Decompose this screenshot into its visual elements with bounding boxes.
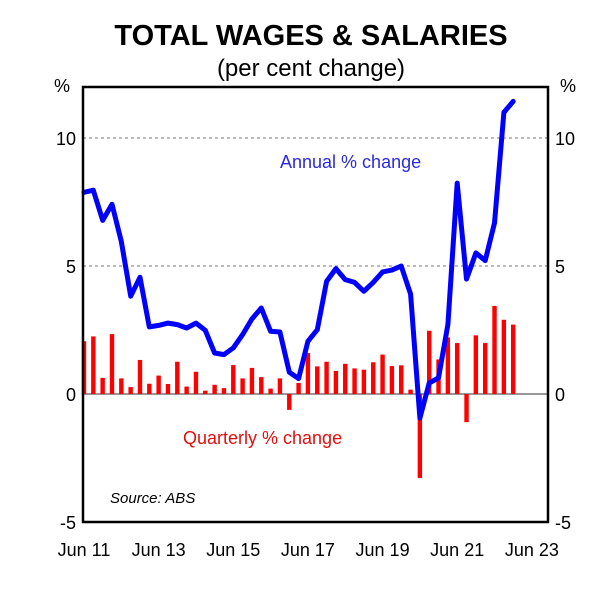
quarterly-bar (492, 305, 497, 394)
quarterly-bar (315, 366, 320, 394)
quarterly-bar (455, 343, 460, 394)
x-tick-label: Jun 11 (58, 540, 111, 560)
quarterly-bar (389, 366, 395, 394)
y-tick-label-right: 5 (555, 257, 565, 277)
x-tick-label: Jun 15 (206, 540, 260, 560)
quarterly-bar (482, 343, 488, 394)
quarterly-bar (184, 386, 189, 394)
quarterly-bar (109, 334, 115, 394)
quarterly-bar (510, 324, 516, 394)
quarterly-series-label: Quarterly % change (183, 428, 342, 448)
quarterly-bar (156, 375, 161, 394)
quarterly-bar (193, 371, 199, 394)
x-tick-label: Jun 21 (430, 540, 484, 560)
quarterly-bar (324, 361, 329, 394)
quarterly-bar (343, 363, 348, 394)
quarterly-bar (417, 394, 423, 478)
quarterly-bar (427, 330, 432, 394)
y-tick-label-left: 10 (56, 129, 76, 149)
annual-line (81, 98, 516, 421)
quarterly-bar (268, 388, 273, 394)
y-tick-label-right: 10 (555, 129, 575, 149)
quarterly-bar (259, 377, 264, 394)
y-tick-label-left: 5 (66, 257, 76, 277)
quarterly-bar (501, 319, 507, 394)
y-axis-unit-left: % (54, 76, 70, 96)
quarterly-bar (408, 389, 413, 394)
quarterly-bar (91, 336, 96, 394)
quarterly-bar (147, 383, 152, 394)
quarterly-bar (287, 394, 292, 410)
quarterly-bar (352, 368, 357, 394)
quarterly-bar (128, 387, 133, 394)
quarterly-bar (100, 377, 105, 394)
quarterly-bar (361, 369, 367, 394)
y-tick-label-right: -5 (555, 513, 571, 533)
x-tick-label: Jun 13 (132, 540, 186, 560)
y-tick-label-left: 0 (66, 385, 76, 405)
quarterly-bar (231, 365, 236, 394)
quarterly-bar (445, 337, 451, 394)
quarterly-bar (296, 382, 301, 394)
x-tick-label: Jun 17 (281, 540, 335, 560)
quarterly-bar (249, 367, 255, 394)
annual-series-label: Annual % change (280, 152, 421, 172)
x-tick-label: Jun 23 (505, 540, 559, 560)
quarterly-bar (137, 359, 143, 394)
quarterly-bar (371, 362, 376, 394)
quarterly-bar (119, 378, 124, 394)
quarterly-bar (203, 390, 208, 394)
quarterly-bar (473, 335, 479, 394)
quarterly-bar (277, 378, 283, 394)
quarterly-bar (221, 388, 227, 394)
plot-frame (81, 85, 550, 524)
quarterly-bar (165, 384, 171, 394)
y-tick-label-right: 0 (555, 385, 565, 405)
quarterly-bar (305, 353, 311, 394)
chart-title: TOTAL WAGES & SALARIES (114, 20, 507, 52)
y-axis-unit-right: % (560, 76, 576, 96)
quarterly-bar (380, 354, 385, 394)
chart-subtitle: (per cent change) (217, 55, 405, 82)
quarterly-bar (333, 370, 339, 394)
source-note: Source: ABS (110, 490, 195, 507)
quarterly-bar (175, 361, 180, 394)
x-tick-label: Jun 19 (356, 540, 410, 560)
y-tick-label-left: -5 (60, 513, 76, 533)
quarterly-bar (212, 384, 217, 394)
quarterly-bar (399, 365, 404, 394)
quarterly-bar (240, 378, 245, 394)
quarterly-bar (464, 394, 469, 423)
